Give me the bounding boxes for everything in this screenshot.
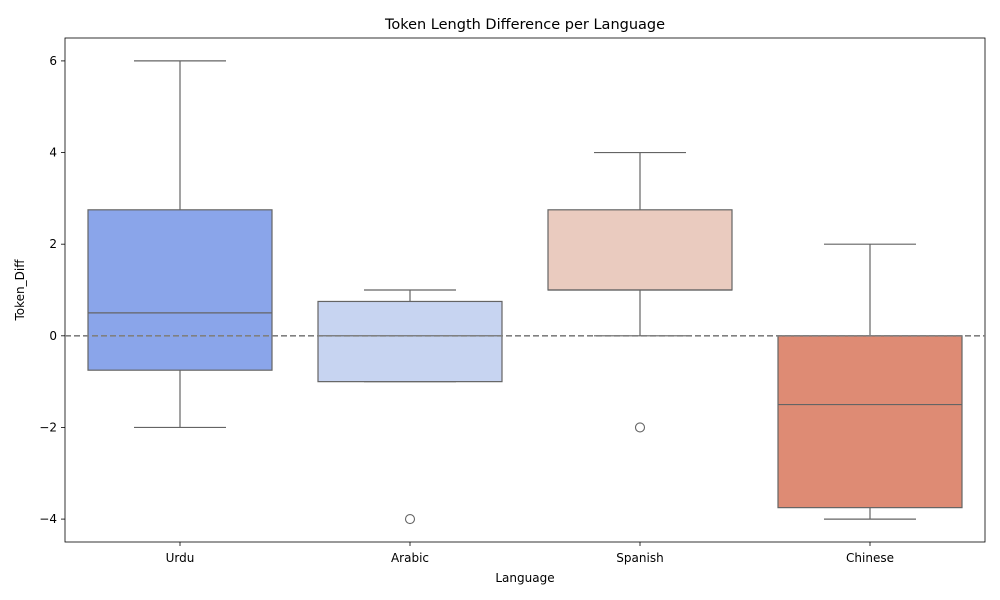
y-tick-label: −2 xyxy=(39,420,57,434)
outlier-point xyxy=(634,422,646,433)
y-tick-label: 0 xyxy=(49,329,57,343)
y-axis-label: Token_Diff xyxy=(13,259,27,322)
plot-frame xyxy=(64,37,986,543)
y-tick-label: −4 xyxy=(39,512,57,526)
chart-title: Token Length Difference per Language xyxy=(384,17,665,33)
x-tick-label: Chinese xyxy=(846,551,894,565)
box-chinese xyxy=(777,335,963,509)
plot-area: 6 4 2 0 −2 −4 Urdu Arabic Spanish Chinese xyxy=(39,37,986,565)
y-tick-label: 2 xyxy=(49,237,57,251)
box-urdu xyxy=(87,209,273,371)
x-tick-label: Urdu xyxy=(166,551,195,565)
y-tick-label: 4 xyxy=(49,146,57,160)
box-spanish xyxy=(547,209,733,291)
y-tick-label: 6 xyxy=(49,54,57,68)
x-tick-label: Spanish xyxy=(616,551,663,565)
outlier-point xyxy=(404,514,416,525)
x-axis-label: Language xyxy=(495,571,554,585)
x-tick-label: Arabic xyxy=(391,551,429,565)
box-arabic xyxy=(317,300,503,383)
